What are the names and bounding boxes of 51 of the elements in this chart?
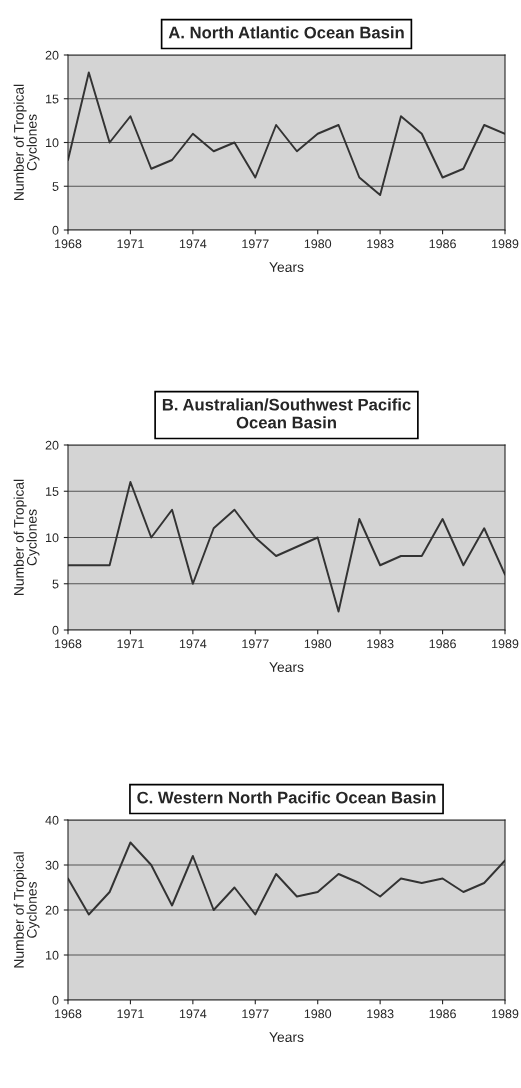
x-tick-label: 1986 — [429, 639, 456, 649]
chart-title: C. Western North Pacific Ocean Basin — [137, 791, 436, 804]
x-tick-label: 1974 — [179, 1009, 207, 1019]
x-tick-label: 1977 — [242, 1009, 269, 1019]
x-axis-title: Years — [269, 1032, 304, 1042]
x-tick-label: 1983 — [367, 239, 394, 249]
x-axis-title: Years — [269, 662, 304, 672]
y-tick-label: 20 — [45, 50, 59, 60]
x-tick-label: 1971 — [117, 639, 144, 649]
x-tick-label: 1989 — [492, 1009, 519, 1019]
y-axis-title: Number of Tropical Cyclones — [13, 479, 40, 596]
y-tick-label: 10 — [46, 950, 59, 960]
x-tick-label: 1983 — [367, 1009, 394, 1019]
x-tick-label: 1977 — [242, 239, 269, 249]
y-tick-label: 20 — [45, 905, 59, 915]
y-tick-label: 0 — [52, 225, 59, 235]
y-axis-title: Number of Tropical Cyclones — [13, 84, 40, 201]
x-tick-label: 1968 — [55, 639, 82, 649]
y-tick-label: 0 — [52, 995, 59, 1005]
y-axis-title: Number of Tropical Cyclones — [13, 852, 40, 968]
x-tick-label: 1989 — [492, 639, 519, 649]
x-tick-label: 1968 — [55, 1009, 82, 1019]
x-tick-label: 1986 — [429, 1009, 456, 1019]
chart-title: B. Australian/Southwest Pacific Ocean Basin — [162, 398, 411, 429]
x-tick-label: 1968 — [55, 239, 82, 249]
x-tick-label: 1980 — [304, 639, 332, 649]
y-tick-label: 5 — [52, 182, 59, 191]
x-tick-label: 1971 — [117, 1009, 144, 1019]
y-tick-label: 30 — [45, 860, 59, 870]
y-tick-label: 10 — [46, 533, 59, 543]
x-tick-label: 1980 — [304, 1009, 332, 1019]
y-tick-label: 10 — [46, 138, 59, 148]
y-tick-label: 5 — [52, 579, 59, 589]
line-series — [68, 481, 505, 613]
x-tick-label: 1974 — [179, 239, 207, 249]
line-series — [68, 71, 505, 196]
x-tick-label: 1977 — [242, 639, 269, 649]
x-tick-label: 1980 — [304, 239, 332, 249]
x-tick-label: 1986 — [429, 239, 456, 249]
chart-title: A. North Atlantic Ocean Basin — [168, 26, 404, 39]
x-axis-title: Years — [269, 262, 304, 272]
y-tick-label: 15 — [46, 487, 59, 496]
x-tick-label: 1989 — [492, 239, 519, 249]
y-tick-label: 40 — [45, 815, 59, 825]
x-tick-label: 1971 — [117, 239, 144, 249]
line-series — [68, 841, 505, 916]
x-tick-label: 1983 — [367, 639, 394, 649]
y-tick-label: 0 — [52, 625, 59, 635]
x-tick-label: 1974 — [179, 639, 207, 649]
y-tick-label: 15 — [46, 94, 59, 104]
y-tick-label: 20 — [45, 440, 59, 450]
